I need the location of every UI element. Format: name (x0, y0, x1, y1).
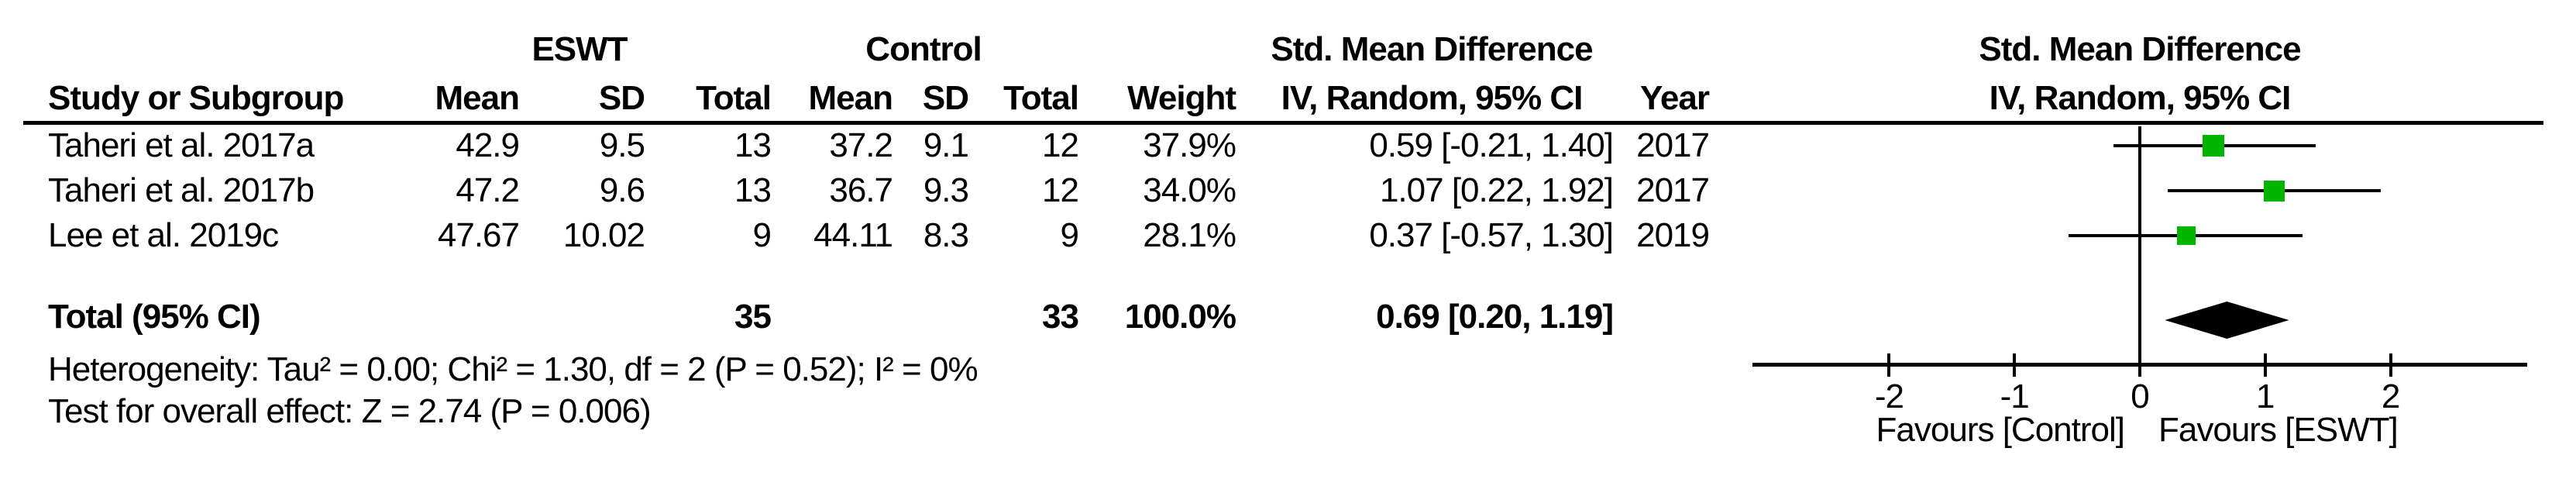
group-header-eswt: ESWT (531, 30, 628, 68)
control-total: 12 (1042, 126, 1079, 164)
col-header-control-sd: SD (922, 79, 969, 117)
pooled-diamond (2165, 302, 2289, 339)
col-header-weight: Weight (1127, 79, 1236, 117)
control-mean: 44.11 (813, 216, 893, 254)
eswt-total: 13 (734, 171, 772, 209)
total-label: Total (95% CI) (48, 298, 261, 336)
col-header-eswt-sd: SD (598, 79, 645, 117)
col-header-eswt-mean: Mean (435, 79, 520, 117)
effect-marker (2176, 226, 2196, 245)
effect-marker (2263, 180, 2285, 202)
control-mean: 36.7 (829, 171, 893, 209)
total-control-total: 33 (1042, 298, 1079, 336)
ci-text: 0.59 [-0.21, 1.40] (1369, 126, 1614, 164)
overall-effect-note: Test for overall effect: Z = 2.74 (P = 0… (48, 392, 652, 430)
eswt-total: 9 (752, 216, 772, 254)
axis-tick-label: 0 (2131, 377, 2150, 415)
favours-left-label: Favours [Control] (1876, 411, 2125, 449)
eswt-sd: 9.5 (599, 126, 645, 164)
eswt-sd: 9.6 (599, 171, 645, 209)
study-label: Taheri et al. 2017b (48, 171, 315, 209)
year-value: 2019 (1636, 216, 1710, 254)
control-sd: 8.3 (923, 216, 969, 254)
col-header-control-mean: Mean (808, 79, 893, 117)
total-eswt-total: 35 (734, 298, 772, 336)
year-value: 2017 (1636, 126, 1710, 164)
total-ci-text: 0.69 [0.20, 1.19] (1376, 298, 1614, 336)
heterogeneity-note: Heterogeneity: Tau² = 0.00; Chi² = 1.30,… (48, 350, 978, 388)
forest-plot-area: -2 -1 0 1 2 Favours [Control] Favours [ESWT] (1752, 0, 2527, 486)
control-sd: 9.1 (923, 126, 969, 164)
year-value: 2017 (1636, 171, 1710, 209)
axis-tick-label: 1 (2256, 377, 2275, 415)
study-label: Lee et al. 2019c (48, 216, 279, 254)
col-header-year: Year (1640, 79, 1710, 117)
ci-text: 1.07 [0.22, 1.92] (1379, 171, 1614, 209)
axis-tick (2013, 353, 2017, 377)
axis-tick (2263, 353, 2267, 377)
control-total: 9 (1060, 216, 1080, 254)
axis-tick-label: 2 (2381, 377, 2401, 415)
axis-tick (2138, 353, 2141, 377)
effect-marker (2203, 135, 2225, 157)
group-header-control: Control (865, 30, 982, 68)
col-header-control-total: Total (1003, 79, 1079, 117)
ci-text: 0.37 [-0.57, 1.30] (1369, 216, 1614, 254)
axis-tick (2389, 353, 2392, 377)
effect-column-header: Std. Mean Difference (1271, 30, 1593, 68)
eswt-mean: 47.2 (456, 171, 520, 209)
eswt-total: 13 (734, 126, 772, 164)
col-header-study: Study or Subgroup (48, 79, 344, 117)
axis-tick-label: -2 (1874, 377, 1904, 415)
plot-method-header: IV, Random, 95% CI (1989, 79, 2292, 117)
zero-effect-line (2138, 126, 2141, 364)
plot-title: Std. Mean Difference (1979, 30, 2301, 68)
control-sd: 9.3 (923, 171, 969, 209)
eswt-mean: 47.67 (437, 216, 520, 254)
favours-right-label: Favours [ESWT] (2158, 411, 2399, 449)
header-rule (23, 121, 2543, 125)
weight-value: 28.1% (1143, 216, 1236, 254)
eswt-mean: 42.9 (456, 126, 520, 164)
axis-tick-label: -1 (2000, 377, 2030, 415)
control-mean: 37.2 (829, 126, 893, 164)
study-label: Taheri et al. 2017a (48, 126, 315, 164)
axis-tick (1887, 353, 1891, 377)
weight-value: 37.9% (1143, 126, 1236, 164)
weight-value: 34.0% (1143, 171, 1236, 209)
col-header-ci-method: IV, Random, 95% CI (1281, 79, 1584, 117)
total-weight: 100.0% (1124, 298, 1236, 336)
control-total: 12 (1042, 171, 1079, 209)
col-header-eswt-total: Total (696, 79, 772, 117)
eswt-sd: 10.02 (562, 216, 645, 254)
